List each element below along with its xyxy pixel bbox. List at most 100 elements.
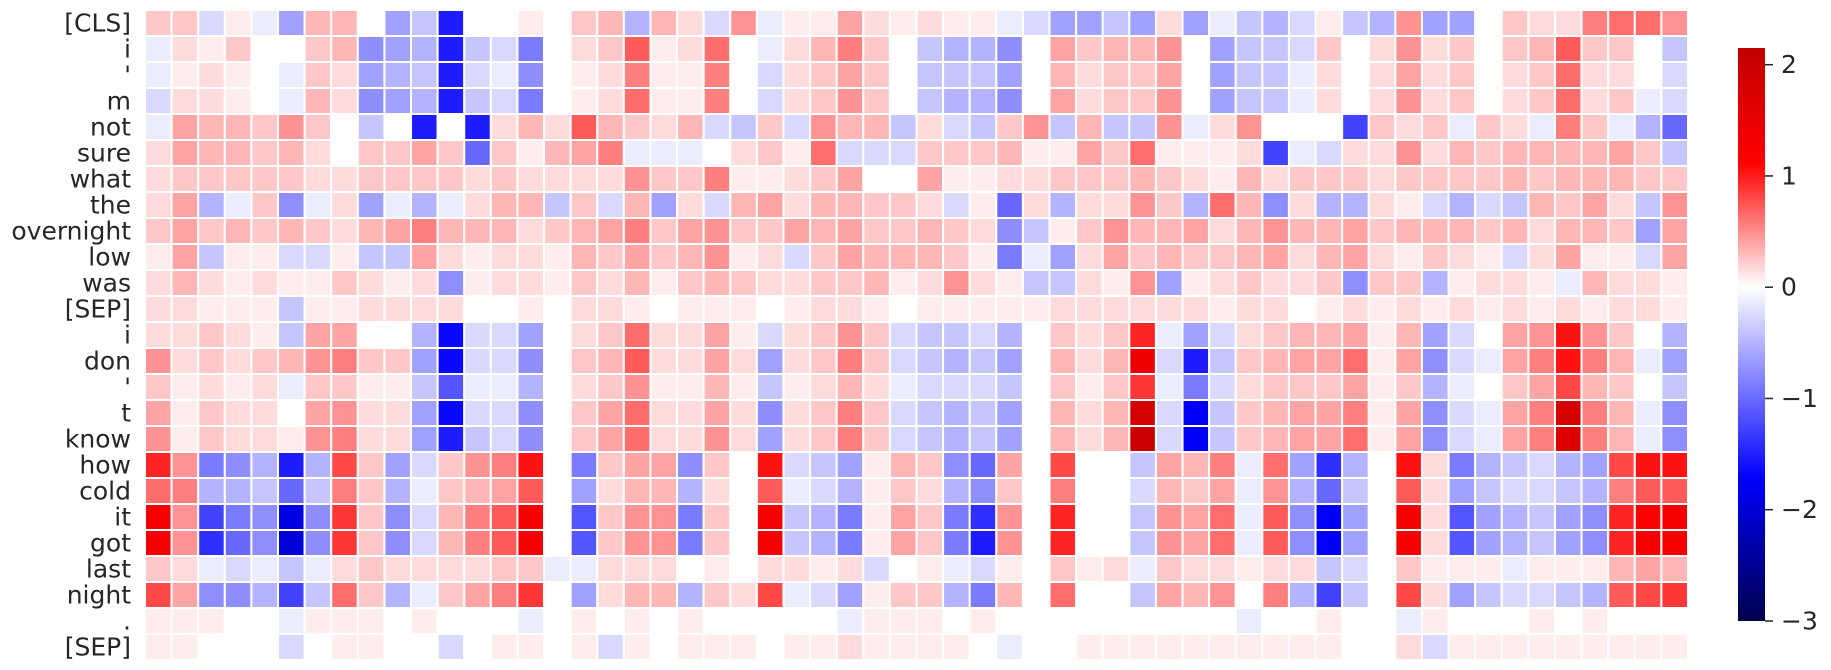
heatmap-cell — [782, 321, 812, 349]
heatmap-cell — [1394, 633, 1423, 661]
heatmap-cell — [303, 633, 333, 661]
heatmap-cell — [410, 191, 439, 219]
heatmap-cell — [1420, 269, 1450, 297]
heatmap-cell — [1314, 217, 1344, 245]
heatmap-cell — [463, 347, 492, 375]
heatmap-cell — [1154, 425, 1184, 453]
heatmap-cell — [1580, 373, 1610, 401]
heatmap-cell — [223, 191, 253, 219]
heatmap-cell — [463, 269, 492, 297]
heatmap-cell — [995, 451, 1024, 479]
heatmap-cell — [463, 9, 492, 37]
heatmap-cell — [1660, 555, 1690, 583]
heatmap-cell — [1181, 61, 1211, 89]
heatmap-cell — [1154, 581, 1184, 609]
heatmap-cell — [1474, 451, 1503, 479]
heatmap-cell — [995, 191, 1024, 219]
heatmap-cell — [489, 61, 519, 89]
heatmap-cell — [1101, 607, 1131, 635]
heatmap-cell — [995, 87, 1024, 115]
heatmap-cell — [436, 399, 466, 427]
heatmap-cell — [1660, 477, 1690, 505]
heatmap-cell — [622, 477, 652, 505]
heatmap-cell — [410, 165, 439, 193]
heatmap-cell — [223, 581, 253, 609]
heatmap-cell — [1367, 113, 1397, 141]
heatmap-cell — [1075, 399, 1104, 427]
heatmap-cell — [1101, 295, 1131, 323]
heatmap-cell — [1633, 217, 1663, 245]
row-label: it — [114, 503, 131, 532]
heatmap-cell — [569, 217, 599, 245]
heatmap-cell — [1128, 35, 1157, 63]
heatmap-cell — [1101, 217, 1131, 245]
heatmap-cell — [1075, 477, 1104, 505]
row-label: not — [90, 113, 131, 142]
heatmap-cell — [809, 269, 838, 297]
heatmap-cell — [702, 425, 732, 453]
heatmap-cell — [356, 9, 386, 37]
heatmap-cell — [436, 9, 466, 37]
heatmap-cell — [223, 139, 253, 167]
heatmap-cell — [436, 555, 466, 583]
heatmap-cell — [755, 503, 785, 531]
heatmap-cell — [862, 165, 891, 193]
heatmap-cell — [1181, 113, 1211, 141]
heatmap-cell — [516, 217, 546, 245]
heatmap-cell — [1154, 139, 1184, 167]
heatmap-cell — [1553, 425, 1583, 453]
heatmap-cell — [170, 113, 200, 141]
heatmap-cell — [489, 165, 519, 193]
heatmap-cell — [1367, 243, 1397, 271]
row-label: overnight — [11, 217, 131, 246]
row-label: i — [124, 321, 131, 350]
heatmap-cell — [1128, 633, 1157, 661]
heatmap-cell — [1527, 581, 1556, 609]
heatmap-cell — [516, 399, 546, 427]
heatmap-cell — [197, 633, 226, 661]
heatmap-cell — [330, 503, 359, 531]
heatmap-cell — [782, 9, 812, 37]
heatmap-cell — [995, 217, 1024, 245]
heatmap-cell — [1553, 87, 1583, 115]
heatmap-cell — [356, 581, 386, 609]
heatmap-cell — [144, 451, 173, 479]
heatmap-cell — [1048, 373, 1078, 401]
heatmap-cell — [1553, 399, 1583, 427]
heatmap-cell — [862, 399, 891, 427]
heatmap-cell — [942, 451, 971, 479]
colorbar-scale — [1738, 48, 1765, 621]
heatmap-cell — [170, 451, 200, 479]
heatmap-cell — [1234, 347, 1264, 375]
heatmap-cell — [942, 425, 971, 453]
heatmap-cell — [170, 555, 200, 583]
heatmap-cell — [1394, 35, 1423, 63]
heatmap-cell — [649, 373, 679, 401]
heatmap-cell — [1607, 243, 1636, 271]
heatmap-cell — [888, 217, 918, 245]
heatmap-cell — [250, 607, 280, 635]
heatmap-cell — [809, 607, 838, 635]
heatmap-cell — [516, 555, 546, 583]
heatmap-cell — [1181, 191, 1211, 219]
heatmap-cell — [622, 269, 652, 297]
row-label: [CLS] — [64, 9, 131, 38]
heatmap-cell — [809, 295, 838, 323]
heatmap-cell — [170, 269, 200, 297]
heatmap-cell — [649, 581, 679, 609]
heatmap-cell — [144, 633, 173, 661]
heatmap-cell — [1048, 139, 1078, 167]
heatmap-cell — [809, 503, 838, 531]
heatmap-cell — [888, 633, 918, 661]
heatmap-cell — [569, 269, 599, 297]
heatmap-cell — [489, 217, 519, 245]
heatmap-cell — [303, 451, 333, 479]
heatmap-cell — [862, 321, 891, 349]
heatmap-cell — [1101, 425, 1131, 453]
heatmap-cell — [516, 269, 546, 297]
heatmap-cell — [410, 555, 439, 583]
heatmap-cell — [1553, 347, 1583, 375]
heatmap-cell — [197, 347, 226, 375]
heatmap-cell — [782, 633, 812, 661]
heatmap-cell — [197, 35, 226, 63]
